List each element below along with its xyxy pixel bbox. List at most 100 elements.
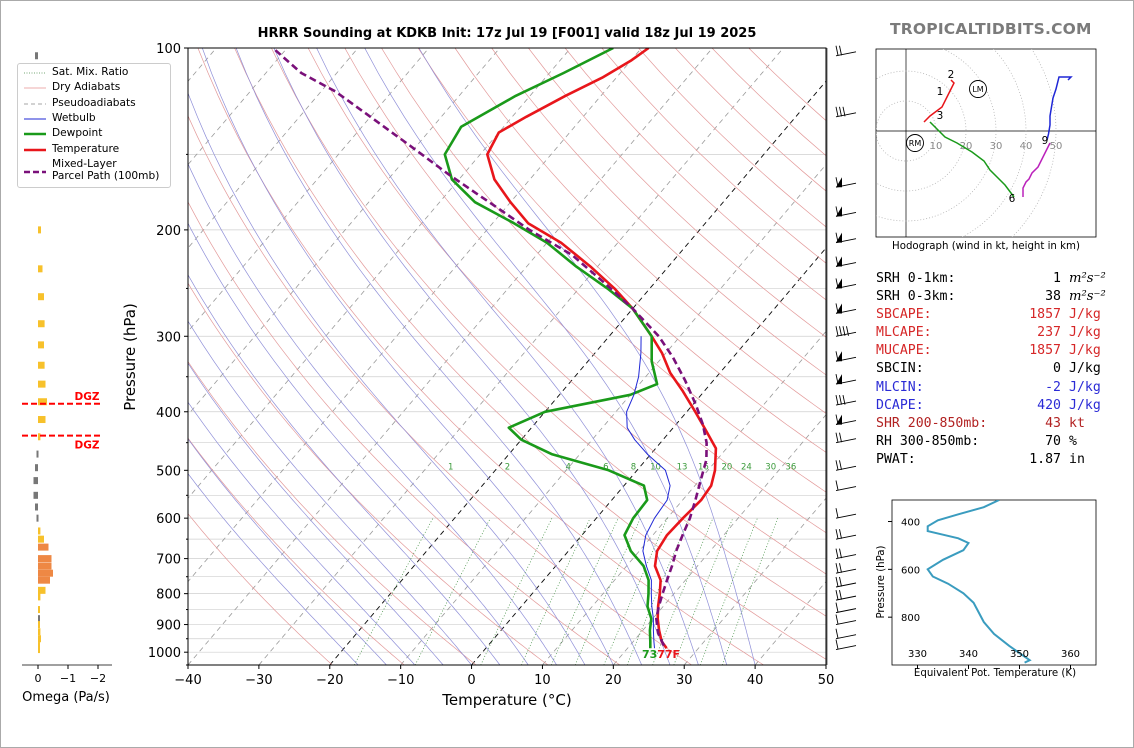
index-unit: J/kg (1069, 307, 1101, 323)
mixing-ratio-label: 2 (505, 462, 510, 472)
wind-barb-flag (835, 590, 839, 600)
mixing-ratio-line (550, 518, 619, 665)
omega-bar (38, 293, 44, 301)
index-label: SHR 200-850mb: (876, 415, 988, 431)
omega-bar (38, 265, 43, 273)
omega-bar (33, 477, 38, 485)
index-label: MUCAPE: (876, 343, 932, 359)
chart-title: HRRR Sounding at KDKB Init: 17z Jul 19 [… (257, 26, 757, 41)
parcel-path-line (272, 48, 708, 647)
mixing-ratio-label: 1 (448, 462, 453, 472)
indices-panel: SRH 0-1km: 1 m²s⁻² SRH 0-3km: 38 m²s⁻² SBCAPE:… (876, 270, 1106, 469)
wind-barb-flag (835, 326, 839, 336)
omega-tick-label: −2 (90, 672, 106, 685)
omega-bar (38, 341, 44, 349)
theta-plot (926, 500, 1032, 664)
mixing-ratio-label: 4 (566, 462, 571, 472)
x-tick-label: 0 (467, 673, 475, 688)
index-unit: J/kg (1069, 361, 1101, 377)
omega-bar (38, 380, 46, 388)
pseudoadiabat (188, 274, 501, 665)
dry-adiabat (188, 513, 333, 665)
index-unit: J/kg (1069, 397, 1101, 413)
index-label: SBCAPE: (876, 307, 932, 323)
hodo-height-label: 3 (937, 110, 944, 122)
wind-barb-flag (835, 628, 839, 639)
wind-barb-flag (839, 576, 842, 587)
wind-barb-flag (839, 326, 842, 336)
wind-barb (835, 620, 857, 625)
dry-adiabat (188, 360, 477, 665)
skewt-xlabel: Temperature (°C) (442, 691, 572, 709)
index-value: -2 (1045, 379, 1061, 395)
hodo-ring (876, 100, 937, 162)
legend-item-dewpoint: Dewpoint (52, 127, 103, 139)
dry-adiabat (307, 48, 826, 575)
theta-x-tick-label: 340 (959, 649, 978, 660)
y-tick-label: 100 (156, 42, 181, 57)
index-value: 70 (1045, 433, 1061, 449)
y-tick-label: 600 (156, 512, 181, 527)
index-row: MUCAPE: 1857 J/kg (876, 342, 1106, 360)
temperature-line (486, 48, 718, 649)
index-value: 38 (1045, 289, 1061, 305)
x-tick-label: 20 (605, 673, 622, 688)
wind-barb (835, 634, 857, 640)
hodo-ring (961, 49, 1027, 237)
mixing-ratio-line (721, 518, 779, 665)
mixing-ratio-label: 24 (741, 462, 752, 472)
pseudoadiabat (188, 438, 387, 665)
index-unit: kt (1069, 415, 1085, 431)
omega-tick-label: 0 (35, 672, 42, 685)
wind-barb-flag (839, 460, 842, 470)
theta-ylabel: Pressure (hPa) (876, 545, 887, 619)
pseudoadiabat (273, 48, 671, 665)
wind-barb (835, 534, 857, 540)
wind-barb (835, 582, 857, 588)
mixing-ratio-label: 10 (650, 462, 661, 472)
wind-barb-flag (846, 326, 849, 336)
wind-barb-flag (835, 639, 839, 650)
hodo-ring-label: 30 (990, 141, 1003, 152)
index-unit: % (1069, 433, 1077, 449)
omega-bar (35, 52, 38, 60)
wind-barb (835, 595, 857, 601)
pseudoadiabat (188, 92, 586, 665)
wind-barb-flag (835, 232, 839, 243)
dry-adiabat (234, 48, 826, 660)
wind-barb-flag (835, 278, 839, 289)
legend: Sat. Mix. Ratio Dry Adiabats Pseudoadiab… (17, 63, 171, 188)
x-tick-label: 10 (534, 673, 551, 688)
wind-barb-flag (842, 326, 846, 336)
index-label: SRH 0-1km: (876, 271, 956, 286)
wind-barb-flag (835, 508, 839, 518)
index-value: 43 (1045, 415, 1061, 431)
wind-barb (835, 112, 857, 118)
wind-barb (835, 331, 857, 337)
mixing-ratio-line (353, 518, 434, 665)
x-tick-label: 30 (676, 673, 693, 688)
wind-barb-flag (835, 614, 839, 625)
pseudoadiabat (235, 48, 643, 665)
wind-barb (835, 465, 857, 471)
index-value: 1.87 (1029, 451, 1061, 467)
wind-barb-flag (835, 303, 839, 314)
index-value: 237 (1037, 325, 1061, 341)
dry-adiabat (491, 48, 826, 376)
y-tick-label: 1000 (148, 646, 181, 661)
theta-x-tick-label: 330 (908, 649, 927, 660)
omega-bar (38, 576, 50, 584)
wind-barb (835, 51, 857, 57)
dry-adiabat (381, 48, 826, 493)
pseudoadiabat (364, 48, 728, 665)
omega-bar (33, 491, 38, 499)
omega-bar (38, 543, 49, 551)
pseudoadiabat (316, 48, 699, 665)
y-tick-label: 500 (156, 464, 181, 479)
legend-item-temperature: Temperature (52, 143, 120, 155)
wind-barb-flag (835, 351, 839, 361)
hodo-ring-label: 20 (960, 141, 973, 152)
mixing-ratio-line (480, 518, 553, 665)
wind-barb-flag (835, 548, 839, 559)
dgz-label: DGZ (75, 440, 100, 452)
